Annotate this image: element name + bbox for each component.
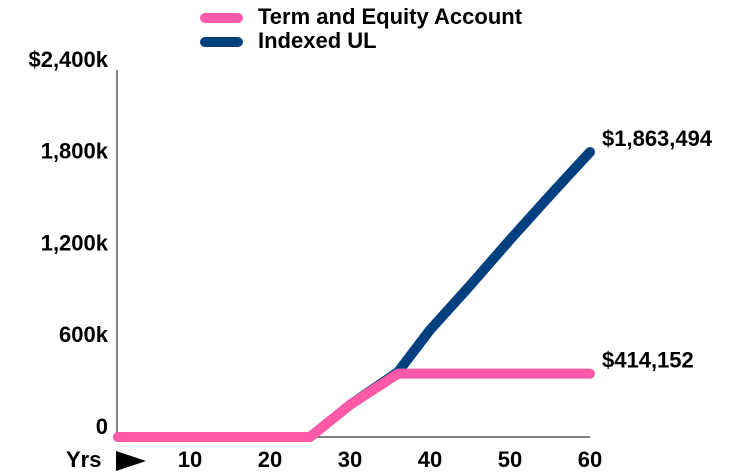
y-tick-label: 0 <box>96 414 108 439</box>
line-series <box>113 147 595 442</box>
y-tick-label: 1,800k <box>41 139 109 164</box>
x-tick-label: 50 <box>498 447 522 472</box>
x-tick-label: 40 <box>418 447 442 472</box>
x-tick-label: 60 <box>578 447 602 472</box>
x-arrow <box>116 451 146 471</box>
end-label: $414,152 <box>602 347 694 372</box>
y-tick-label: 600k <box>59 322 109 347</box>
x-tick-label: 20 <box>258 447 282 472</box>
y-tick-label: $2,400k <box>28 47 108 72</box>
x-tick-label: 10 <box>178 447 202 472</box>
end-label: $1,863,494 <box>602 126 713 151</box>
x-axis-label: Yrs <box>66 447 101 472</box>
legend-label: Term and Equity Account <box>258 4 523 29</box>
legend-label: Indexed UL <box>258 28 377 53</box>
line-series <box>113 368 595 442</box>
x-tick-label: 30 <box>338 447 362 472</box>
y-tick-label: 1,200k <box>41 230 109 255</box>
